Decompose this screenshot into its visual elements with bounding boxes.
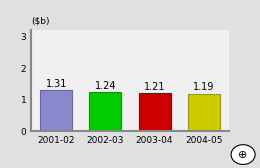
Text: 1.19: 1.19 [193, 82, 214, 92]
Text: 1.21: 1.21 [144, 82, 165, 92]
Bar [139, 93, 171, 131]
Circle shape [231, 145, 255, 164]
Bar [40, 90, 72, 131]
Text: 1.31: 1.31 [46, 78, 67, 89]
Text: 1.24: 1.24 [95, 81, 116, 91]
Text: ⊕: ⊕ [238, 150, 247, 160]
Bar [89, 92, 121, 131]
Bar [188, 94, 220, 131]
Text: ($b): ($b) [31, 16, 50, 26]
